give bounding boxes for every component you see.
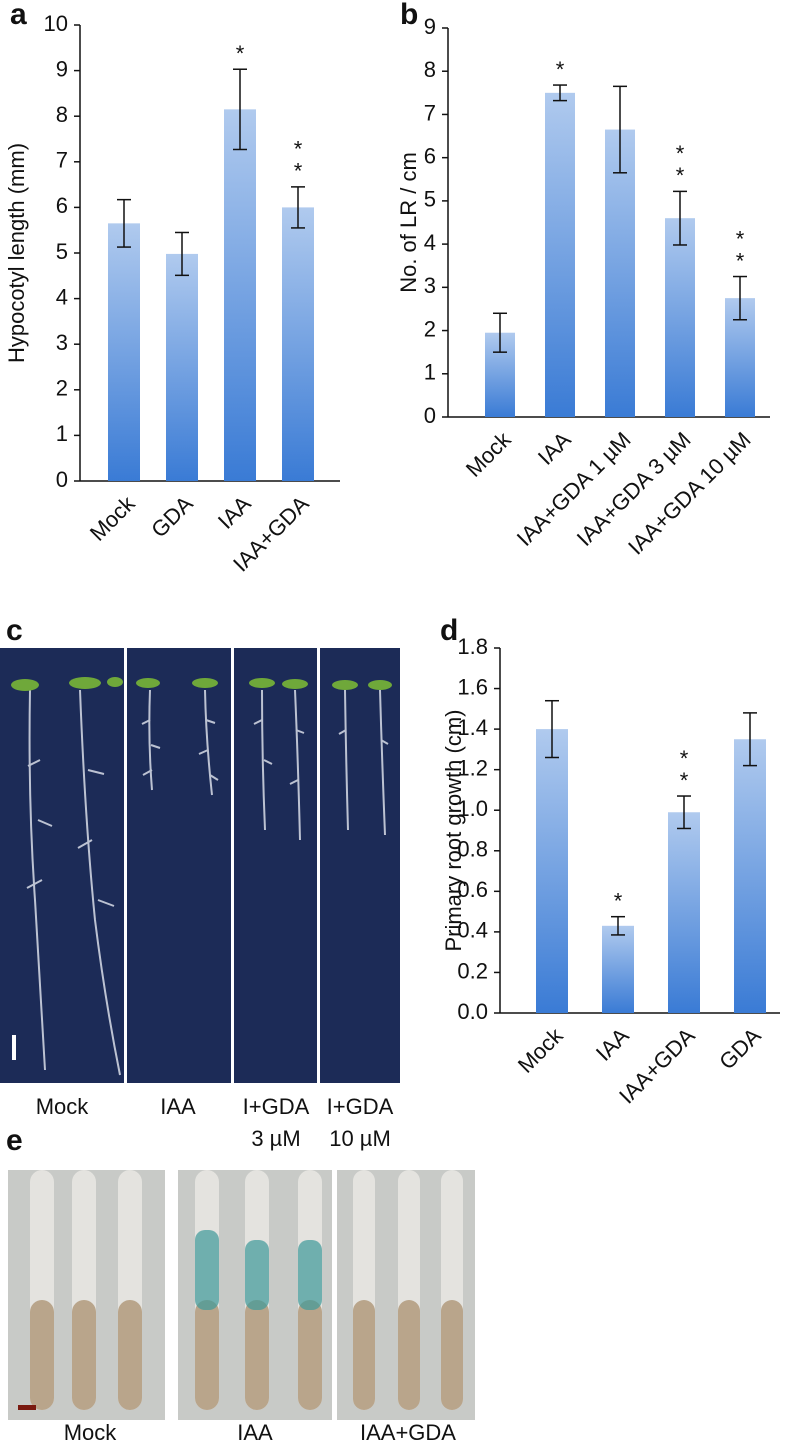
x-tick-label: Mock: [513, 1022, 569, 1078]
photo-caption: I+GDA: [327, 1094, 394, 1119]
y-tick-label: 7: [56, 148, 68, 173]
y-tick-label: 9: [424, 14, 436, 39]
y-tick-label: 0.4: [457, 918, 488, 943]
bar: [224, 109, 256, 482]
bar: [668, 812, 700, 1013]
y-tick-label: 6: [56, 193, 68, 218]
y-tick-label: 9: [56, 56, 68, 81]
y-tick-label: 0.8: [457, 837, 488, 862]
y-tick-label: 0: [56, 467, 68, 492]
significance-star: *: [236, 41, 245, 66]
photo-caption: I+GDA: [243, 1094, 310, 1119]
bar: [108, 223, 140, 482]
y-tick-label: 8: [424, 57, 436, 82]
y-tick-label: 1.2: [457, 755, 488, 780]
significance-star: *: [736, 226, 745, 251]
significance-star: *: [294, 137, 303, 162]
x-tick-label: Mock: [85, 490, 141, 546]
x-tick-label: IAA: [213, 491, 256, 534]
bar: [282, 207, 314, 481]
significance-star: *: [676, 141, 685, 166]
y-tick-label: 4: [56, 284, 68, 309]
x-tick-label: GDA: [146, 491, 198, 543]
x-tick-label: IAA: [591, 1023, 634, 1066]
significance-star: *: [680, 768, 689, 793]
panel-label: a: [10, 0, 27, 31]
panel-label: d: [440, 614, 458, 647]
y-tick-label: 5: [424, 187, 436, 212]
y-tick-label: 2: [56, 376, 68, 401]
y-tick-label: 7: [424, 100, 436, 125]
photo-caption: IAA+GDA: [360, 1420, 456, 1445]
bar: [602, 925, 634, 1013]
photo-caption: 3 µM: [251, 1126, 300, 1151]
x-tick-label: GDA: [714, 1023, 766, 1075]
y-tick-label: 1.0: [457, 796, 488, 821]
y-tick-label: 0: [424, 403, 436, 428]
significance-star: *: [556, 57, 565, 82]
significance-star: *: [294, 159, 303, 184]
y-tick-label: 0.0: [457, 999, 488, 1024]
y-tick-label: 1: [424, 360, 436, 385]
y-tick-label: 10: [44, 11, 68, 36]
y-tick-label: 0.2: [457, 958, 488, 983]
significance-star: *: [614, 888, 623, 913]
significance-star: *: [736, 248, 745, 273]
root-tip-photo: [8, 1170, 475, 1420]
y-tick-label: 1: [56, 421, 68, 446]
bar: [605, 129, 635, 418]
panel-label: e: [6, 1124, 23, 1157]
photo-caption: Mock: [36, 1094, 90, 1119]
y-tick-label: 4: [424, 230, 436, 255]
bar: [734, 739, 766, 1013]
y-tick-label: 6: [424, 143, 436, 168]
y-tick-label: 1.6: [457, 674, 488, 699]
photo-caption: IAA: [237, 1420, 273, 1445]
x-tick-label: IAA: [533, 427, 576, 470]
y-tick-label: 2: [424, 316, 436, 341]
x-tick-label: Mock: [461, 426, 517, 482]
y-axis-label: No. of LR / cm: [396, 152, 421, 293]
y-tick-label: 8: [56, 102, 68, 127]
photo-caption: 10 µM: [329, 1126, 391, 1151]
photo-caption: IAA: [160, 1094, 196, 1119]
bar: [166, 253, 198, 481]
y-tick-label: 5: [56, 239, 68, 264]
seedling-photo: [0, 648, 400, 1083]
panel-label: c: [6, 614, 23, 647]
y-tick-label: 3: [424, 273, 436, 298]
bar: [665, 218, 695, 417]
y-tick-label: 3: [56, 330, 68, 355]
y-axis-label: Hypocotyl length (mm): [4, 143, 29, 363]
bar: [536, 729, 568, 1013]
significance-star: *: [680, 746, 689, 771]
y-tick-label: 0.6: [457, 877, 488, 902]
y-tick-label: 1.8: [457, 634, 488, 659]
y-tick-label: 1.4: [457, 715, 488, 740]
photo-caption: Mock: [64, 1420, 118, 1445]
significance-star: *: [676, 163, 685, 188]
bar: [545, 92, 575, 417]
panel-label: b: [400, 0, 418, 31]
y-axis-label: Primary root growth (cm): [441, 709, 466, 951]
